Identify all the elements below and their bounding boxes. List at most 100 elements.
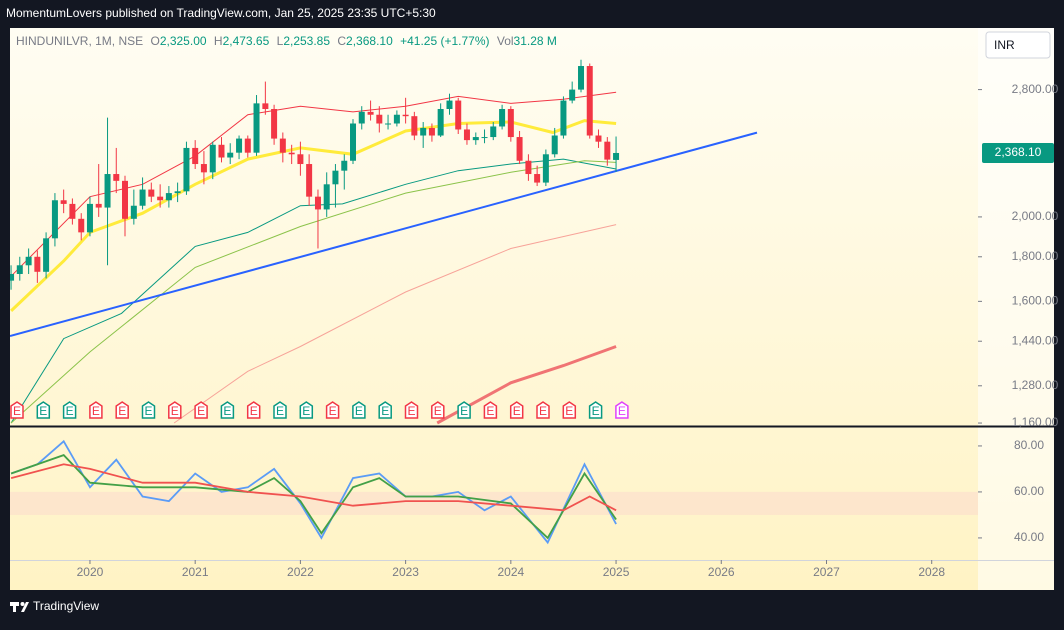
candle-body xyxy=(578,66,585,90)
candle-body xyxy=(604,141,611,160)
candle-body xyxy=(367,111,374,115)
earnings-label: E xyxy=(250,404,258,418)
candle-body xyxy=(227,152,234,158)
candle-body xyxy=(34,256,41,272)
candle-body xyxy=(393,114,400,124)
candle-body xyxy=(376,114,383,124)
candle-body xyxy=(463,129,470,141)
indicator-line xyxy=(10,119,617,312)
candle-body xyxy=(525,160,532,175)
candle-body xyxy=(86,203,93,233)
earnings-marker xyxy=(431,401,445,419)
earnings-marker xyxy=(194,401,208,419)
candle-body xyxy=(192,147,199,165)
earnings-marker xyxy=(115,401,129,419)
high-value: 2,473.65 xyxy=(223,34,270,48)
earnings-marker xyxy=(509,401,524,419)
y-tick-label: 1,600.00 xyxy=(1012,294,1059,308)
earnings-label: E xyxy=(618,404,626,418)
candle-body xyxy=(314,196,321,210)
earnings-marker xyxy=(562,401,577,419)
earnings-marker xyxy=(352,401,366,419)
candle-body xyxy=(183,147,190,192)
candle-body xyxy=(428,127,435,136)
legend: HINDUNILVR, 1M, NSE O2,325.00 H2,473.65 … xyxy=(16,34,557,48)
candle-body xyxy=(130,205,137,219)
candle-body xyxy=(174,191,181,194)
earnings-label: E xyxy=(118,404,126,418)
earnings-marker xyxy=(378,401,392,419)
candle-body xyxy=(332,170,339,185)
trendline xyxy=(10,131,758,337)
earnings-marker xyxy=(615,401,629,419)
candle-body xyxy=(165,193,172,201)
open-value: 2,325.00 xyxy=(160,34,207,48)
publish-info: MomentumLovers published on TradingView.… xyxy=(6,6,436,20)
earnings-label: E xyxy=(486,404,494,418)
earnings-label: E xyxy=(39,404,47,418)
low-label: L xyxy=(277,34,284,48)
rsi-pane xyxy=(10,439,978,545)
candle-body xyxy=(95,203,102,208)
currency-button[interactable] xyxy=(985,31,1051,59)
earnings-label: E xyxy=(539,404,547,418)
x-tick-label: 2020 xyxy=(77,565,104,579)
earnings-marker xyxy=(273,401,287,419)
x-tick-label: 2021 xyxy=(182,565,209,579)
earnings-marker xyxy=(246,401,261,419)
candle-body xyxy=(43,238,50,272)
candle-body xyxy=(420,127,427,136)
change-value: +41.25 (+1.77%) xyxy=(400,34,489,48)
indicator-line xyxy=(436,345,617,425)
candle-body xyxy=(297,154,304,165)
indicator-line xyxy=(10,91,617,277)
high-label: H xyxy=(214,34,223,48)
candle-body xyxy=(569,89,576,101)
candle-body xyxy=(271,109,278,139)
candle-body xyxy=(51,200,58,239)
rsi-line xyxy=(10,454,617,540)
candle-body xyxy=(244,138,251,153)
x-tick-label: 2025 xyxy=(603,565,630,579)
earnings-marker xyxy=(404,401,419,419)
candle-body xyxy=(481,137,488,139)
earnings-label: E xyxy=(171,404,179,418)
x-tick-label: 2023 xyxy=(392,565,419,579)
earnings-label: E xyxy=(302,404,310,418)
indicator-line xyxy=(10,160,617,424)
candle-body xyxy=(262,103,269,110)
earnings-marker xyxy=(36,401,51,419)
earnings-marker xyxy=(536,401,550,419)
x-tick-label: 2026 xyxy=(708,565,735,579)
footer-brand: TradingView xyxy=(33,599,99,613)
earnings-marker xyxy=(141,401,156,419)
candle-body xyxy=(613,152,620,160)
candle-body xyxy=(534,174,541,183)
x-tick-label: 2022 xyxy=(287,565,314,579)
candle-body xyxy=(490,126,497,138)
low-value: 2,253.85 xyxy=(283,34,330,48)
indicator-line xyxy=(173,224,617,424)
y-tick-label: 2,000.00 xyxy=(1012,209,1059,223)
earnings-label: E xyxy=(13,404,21,418)
volume-label: Vol xyxy=(497,34,514,48)
candle-body xyxy=(507,109,514,138)
last-price-label: 2,368.10 xyxy=(995,145,1042,159)
candle-body xyxy=(385,123,392,125)
rsi-y-tick-label: 40.00 xyxy=(1014,530,1044,544)
earnings-label: E xyxy=(513,404,521,418)
candle-body xyxy=(586,66,593,136)
earnings-marker xyxy=(10,401,24,419)
price-axis-background xyxy=(978,28,1054,590)
x-tick-label: 2024 xyxy=(497,565,524,579)
footer-logo xyxy=(10,602,29,612)
chart-background xyxy=(10,28,1054,590)
earnings-marker xyxy=(89,401,103,419)
candle-body xyxy=(402,114,409,117)
earnings-marker xyxy=(588,401,603,419)
candle-body xyxy=(288,152,295,155)
currency[interactable]: INR xyxy=(994,38,1015,52)
candle-body xyxy=(323,184,330,210)
close-value: 2,368.10 xyxy=(346,34,393,48)
candle-body xyxy=(350,123,357,161)
